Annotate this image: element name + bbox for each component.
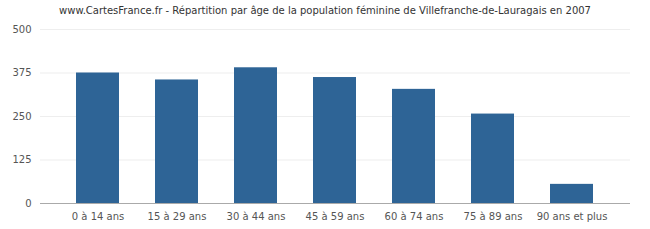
svg-text:75 à 89 ans: 75 à 89 ans (464, 211, 523, 222)
svg-text:375: 375 (12, 67, 31, 78)
svg-text:0: 0 (25, 198, 31, 209)
svg-text:125: 125 (12, 154, 31, 165)
svg-text:90 ans et plus: 90 ans et plus (537, 211, 608, 222)
svg-text:30 à 44 ans: 30 à 44 ans (227, 211, 286, 222)
html-text:www.CartesFrance.fr - Répartit: www.CartesFrance.fr - Répartition par âg… (59, 5, 591, 16)
svg-text:250: 250 (12, 111, 31, 122)
svg-text:0 à 14 ans: 0 à 14 ans (72, 211, 124, 222)
svg-text:15 à 29 ans: 15 à 29 ans (148, 211, 207, 222)
svg-text:500: 500 (12, 24, 31, 35)
svg-text:60 à 74 ans: 60 à 74 ans (385, 211, 444, 222)
svg-text:45 à 59 ans: 45 à 59 ans (306, 211, 365, 222)
